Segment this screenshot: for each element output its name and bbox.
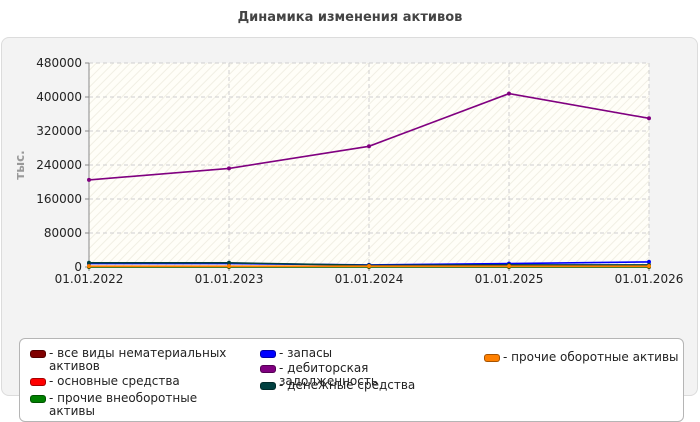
legend-label: - прочие оборотные активы <box>503 350 679 364</box>
series-point-4 <box>227 166 231 171</box>
legend-swatch <box>484 354 500 362</box>
legend-label: - все виды нематериальных активов <box>49 346 227 373</box>
y-tick-label: 400000 <box>36 90 82 104</box>
chart-plot: 0 80000 160000 240000 320000 400000 480000 01.0… <box>13 56 684 286</box>
legend-label: - запасы <box>279 346 333 360</box>
series-point-6 <box>367 264 371 269</box>
series-point-4 <box>87 177 91 182</box>
legend-label: - основные средства <box>49 374 180 388</box>
series-point-4 <box>507 91 511 96</box>
legend-item: - прочие внеоборотные активы <box>30 392 240 418</box>
x-tick-label: 01.01.2022 <box>55 272 124 286</box>
legend-item: - основные средства <box>30 375 240 388</box>
legend-item: - запасы <box>260 347 470 360</box>
y-tick-label: 240000 <box>36 158 82 172</box>
series-point-5 <box>87 260 91 265</box>
series-point-6 <box>227 264 231 269</box>
series-point-6 <box>87 264 91 269</box>
legend-label: - дебиторская задолженность <box>279 361 378 388</box>
y-tick-label: 160000 <box>36 192 82 206</box>
legend-swatch <box>30 350 46 358</box>
y-tick-label: 0 <box>74 260 82 274</box>
legend-swatch <box>260 365 276 373</box>
legend-label: - прочие внеоборотные активы <box>49 391 198 418</box>
legend-item: - денежные средства <box>260 379 470 392</box>
series-point-4 <box>647 116 651 121</box>
series-point-3 <box>647 259 651 264</box>
y-axis-label: тыс. <box>13 150 27 179</box>
series-point-4 <box>367 144 371 149</box>
legend-label: - денежные средства <box>279 378 416 392</box>
legend: - все виды нематериальных активов - основ… <box>19 338 684 422</box>
chart-title: Динамика изменения активов <box>237 10 463 25</box>
legend-swatch <box>30 378 46 386</box>
legend-item: - дебиторская задолженность <box>260 362 470 388</box>
x-tick-label: 01.01.2025 <box>475 272 544 286</box>
legend-swatch <box>260 350 276 358</box>
y-tick-label: 80000 <box>44 226 82 240</box>
series-point-6 <box>507 264 511 269</box>
legend-swatch <box>30 395 46 403</box>
y-tick-label: 480000 <box>36 56 82 70</box>
legend-swatch <box>260 382 276 390</box>
x-tick-label: 01.01.2024 <box>335 272 404 286</box>
legend-item: - прочие оборотные активы <box>484 351 679 364</box>
chart-panel: 0 80000 160000 240000 320000 400000 480000 01.0… <box>1 37 698 422</box>
y-tick-label: 320000 <box>36 124 82 138</box>
series-point-5 <box>227 260 231 265</box>
x-tick-label: 01.01.2023 <box>195 272 264 286</box>
x-tick-label: 01.01.2026 <box>615 272 684 286</box>
legend-item: - все виды нематериальных активов <box>30 347 240 373</box>
series-point-6 <box>647 264 651 269</box>
